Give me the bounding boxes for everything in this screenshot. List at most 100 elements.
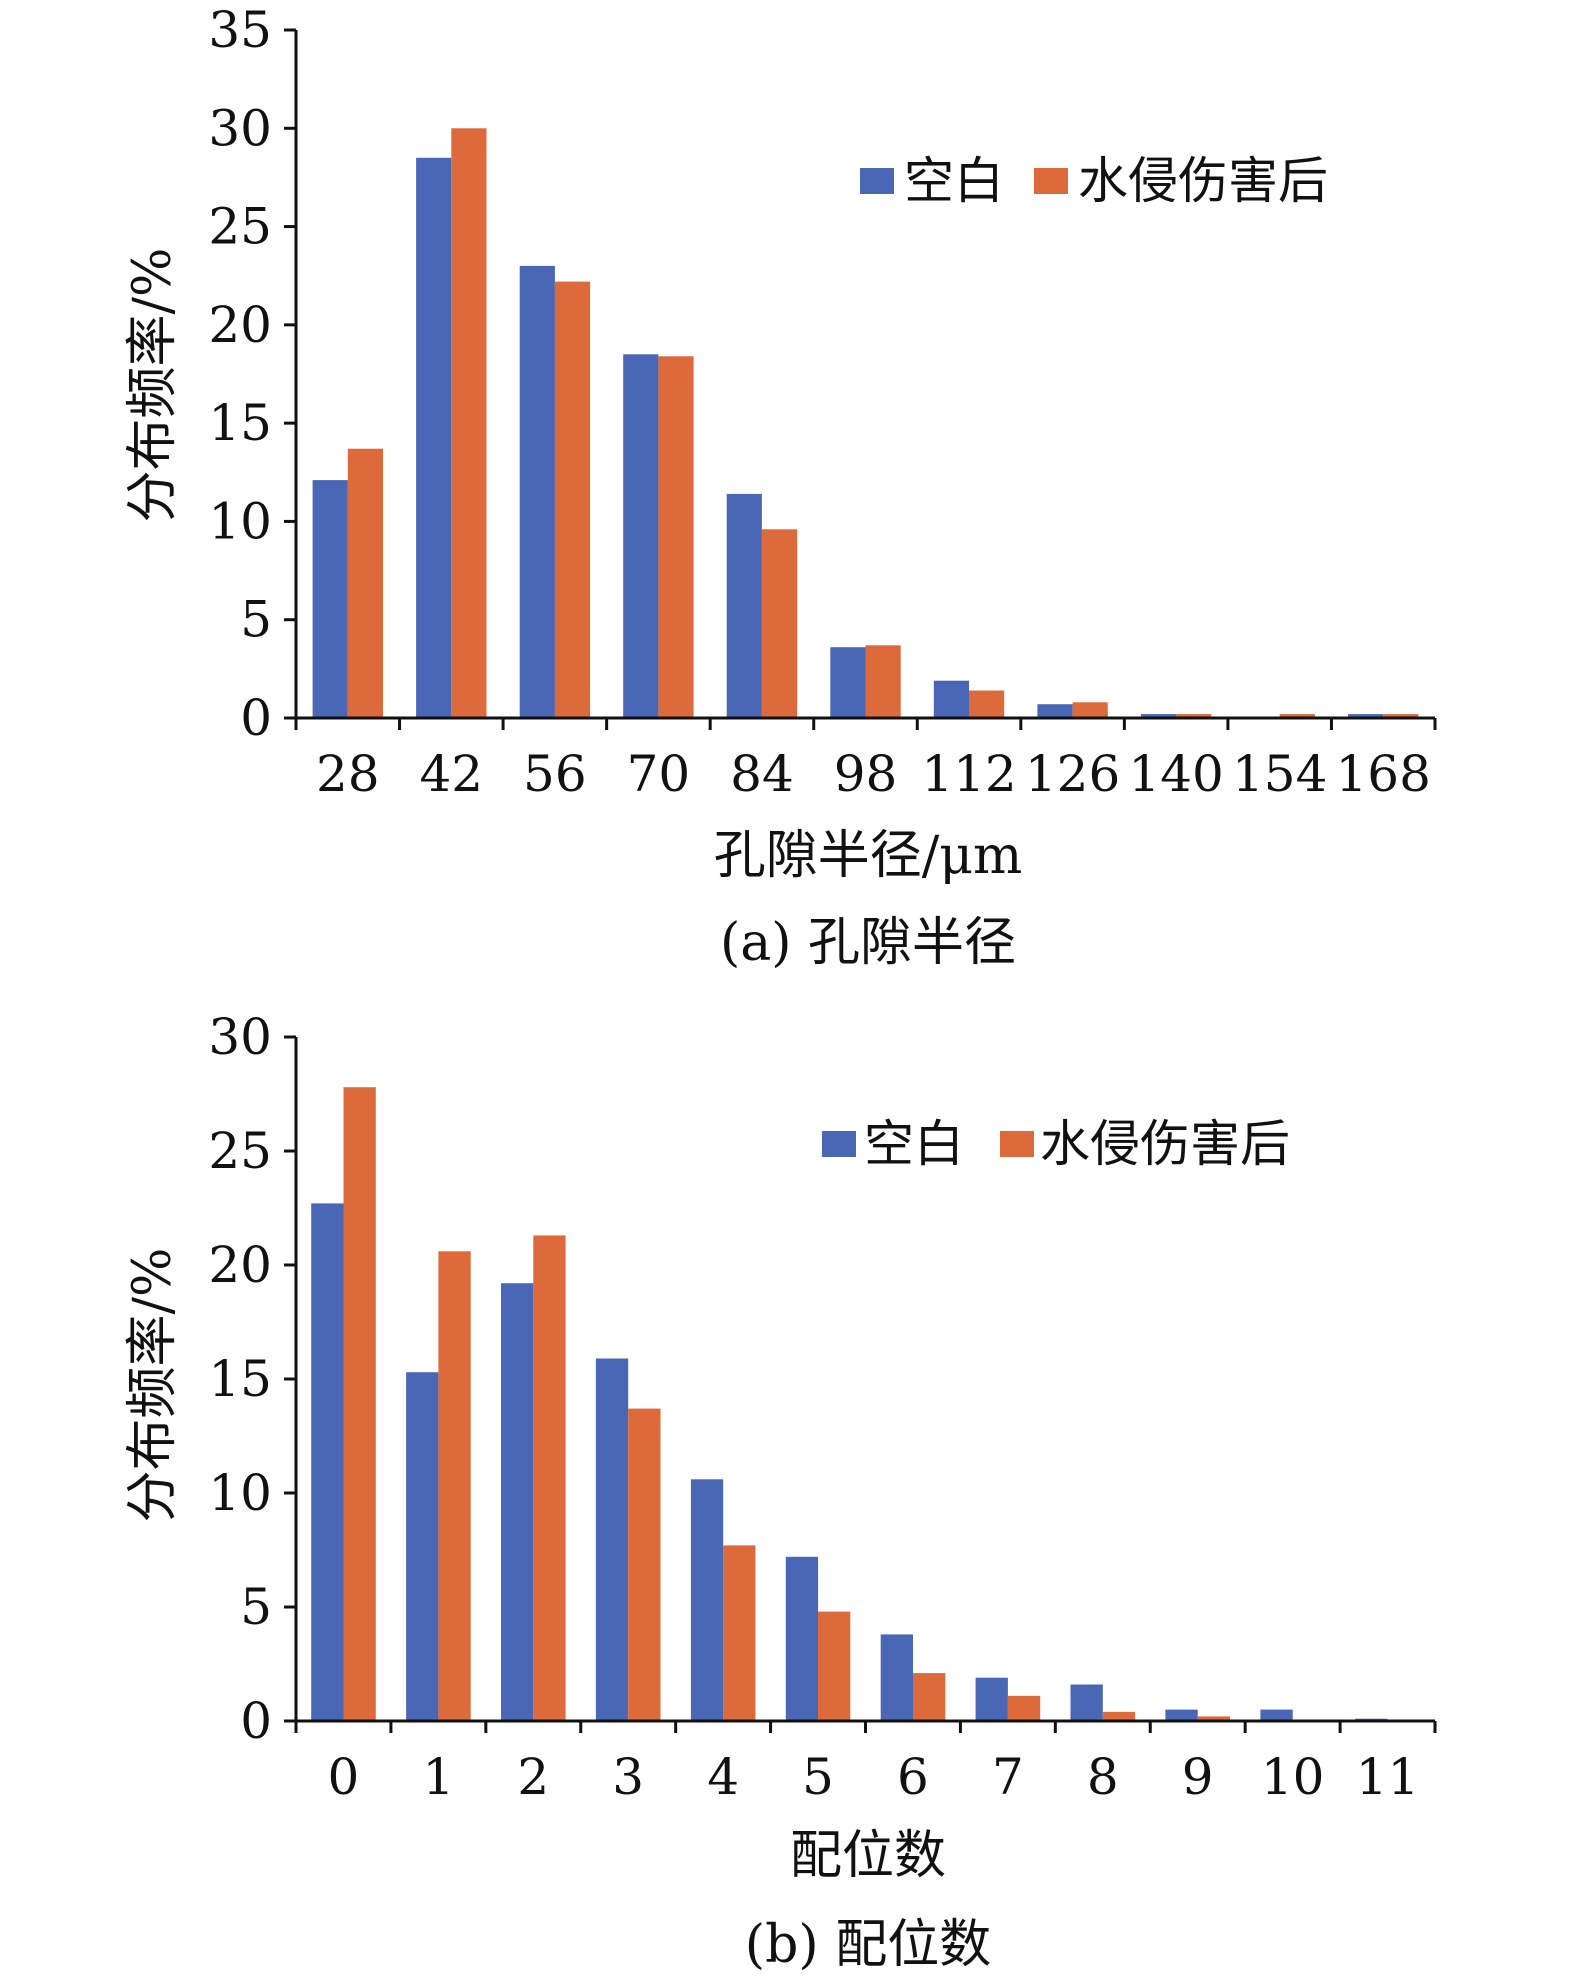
bar-water-2	[533, 1235, 566, 1721]
bar-blank-112	[933, 680, 969, 718]
bar-blank-42	[416, 157, 452, 719]
x-tick-label: 98	[834, 745, 898, 803]
chart-caption: (a) 孔隙半径	[720, 913, 1016, 973]
legend-label-water: 水侵伤害后	[1078, 152, 1328, 210]
bar-blank-98	[830, 647, 866, 718]
y-tick-label: 5	[240, 591, 272, 649]
bar-blank-28	[312, 480, 348, 718]
bar-blank-7	[975, 1677, 1008, 1721]
x-tick-label: 42	[420, 745, 484, 803]
bar-blank-70	[623, 354, 659, 718]
bar-water-112	[969, 690, 1005, 718]
bar-blank-6	[880, 1634, 913, 1721]
legend-label-water: 水侵伤害后	[1040, 1115, 1290, 1173]
x-tick-labels: 28 42 56 70 84 98 112 126 140 154 168	[316, 745, 1431, 803]
y-axis-title: 分布频率/%	[123, 248, 183, 523]
x-tick-label: 7	[992, 1748, 1024, 1806]
y-tick-label: 15	[208, 394, 272, 452]
legend-swatch-water	[1034, 168, 1068, 194]
bar-blank-10	[1260, 1709, 1293, 1721]
y-tick-label: 10	[208, 492, 272, 550]
bar-water-28	[347, 448, 383, 718]
x-tick-label: 126	[1025, 745, 1120, 803]
bar-water-140	[1176, 714, 1212, 718]
bar-blank-8	[1070, 1684, 1103, 1721]
x-tick-label: 84	[730, 745, 794, 803]
y-tick-label: 35	[208, 1, 272, 59]
bar-blank-9	[1165, 1709, 1198, 1721]
x-tick-label: 140	[1128, 745, 1223, 803]
bar-water-56	[554, 281, 591, 718]
y-tick-label: 20	[208, 296, 272, 354]
axes	[284, 1035, 1437, 1733]
bar-water-1	[438, 1251, 471, 1721]
bar-water-3	[628, 1408, 661, 1721]
y-tick-label: 5	[240, 1578, 272, 1636]
chart-pore-radius: 0 5 10 15 20 25 30 35 28 42 56 70 84 98 112 126 140 154 1…	[123, 1, 1437, 973]
bar-water-98	[865, 645, 901, 718]
chart-coordination-number: 0 5 10 15 20 25 30 0 1 2 3 4 5 6 7 8 9 10 11 分布频率/% 配位数 (…	[123, 1008, 1437, 1975]
bar-water-7	[1007, 1695, 1041, 1721]
x-tick-label: 8	[1087, 1748, 1119, 1806]
y-tick-label: 10	[208, 1464, 272, 1522]
y-tick-label: 0	[240, 689, 272, 747]
bar-water-168	[1383, 714, 1419, 718]
bar-blank-140	[1140, 714, 1177, 718]
y-axis-title: 分布频率/%	[123, 1248, 183, 1523]
y-tick-labels: 0 5 10 15 20 25 30 35	[208, 1, 272, 747]
bar-water-8	[1102, 1711, 1136, 1721]
bar-water-154	[1279, 714, 1315, 718]
y-tick-label: 20	[208, 1236, 272, 1294]
x-axis-title: 配位数	[790, 1826, 946, 1886]
bar-blank-0	[311, 1203, 344, 1721]
x-tick-label: 9	[1182, 1748, 1214, 1806]
x-tick-label: 6	[897, 1748, 929, 1806]
x-tick-labels: 0 1 2 3 4 5 6 7 8 9 10 11	[328, 1748, 1420, 1806]
bar-water-84	[762, 529, 798, 718]
bar-water-4	[723, 1545, 756, 1721]
y-tick-label: 30	[208, 1008, 272, 1066]
legend-swatch-water	[1000, 1131, 1034, 1157]
bar-water-5	[818, 1611, 851, 1721]
x-tick-label: 0	[328, 1748, 360, 1806]
bar-water-126	[1072, 702, 1108, 718]
x-tick-label: 154	[1232, 745, 1327, 803]
x-tick-label: 4	[707, 1748, 739, 1806]
x-tick-label: 168	[1336, 745, 1431, 803]
bars	[311, 1087, 1388, 1721]
x-tick-label: 11	[1356, 1748, 1420, 1806]
y-tick-label: 30	[208, 99, 272, 157]
y-tick-label: 15	[208, 1350, 272, 1408]
y-tick-label: 0	[240, 1692, 272, 1750]
axes	[284, 28, 1437, 730]
legend-label-blank: 空白	[904, 152, 1004, 210]
bar-blank-2	[501, 1283, 534, 1721]
x-tick-label: 112	[921, 745, 1016, 803]
bar-water-42	[451, 128, 487, 719]
y-tick-label: 25	[208, 1122, 272, 1180]
chart-caption: (b) 配位数	[745, 1915, 991, 1975]
bar-blank-84	[726, 493, 762, 718]
legend: 空白 水侵伤害后	[860, 152, 1328, 210]
bar-blank-4	[690, 1479, 724, 1721]
y-tick-label: 25	[208, 198, 272, 256]
bar-blank-56	[519, 265, 555, 718]
bar-water-6	[913, 1673, 946, 1721]
legend-swatch-blank	[822, 1131, 856, 1157]
x-tick-label: 70	[627, 745, 691, 803]
x-tick-label: 10	[1261, 1748, 1325, 1806]
x-tick-label: 2	[517, 1748, 549, 1806]
y-tick-labels: 0 5 10 15 20 25 30	[208, 1008, 272, 1750]
bar-blank-1	[406, 1372, 439, 1721]
legend: 空白 水侵伤害后	[822, 1115, 1290, 1173]
legend-label-blank: 空白	[864, 1115, 964, 1173]
legend-swatch-blank	[860, 168, 894, 194]
bar-blank-5	[785, 1556, 819, 1721]
x-axis-title: 孔隙半径/μm	[714, 826, 1023, 886]
x-tick-label: 3	[612, 1748, 644, 1806]
x-tick-label: 5	[802, 1748, 834, 1806]
bar-water-0	[343, 1087, 376, 1721]
bar-blank-168	[1348, 714, 1384, 718]
bars	[312, 128, 1419, 719]
